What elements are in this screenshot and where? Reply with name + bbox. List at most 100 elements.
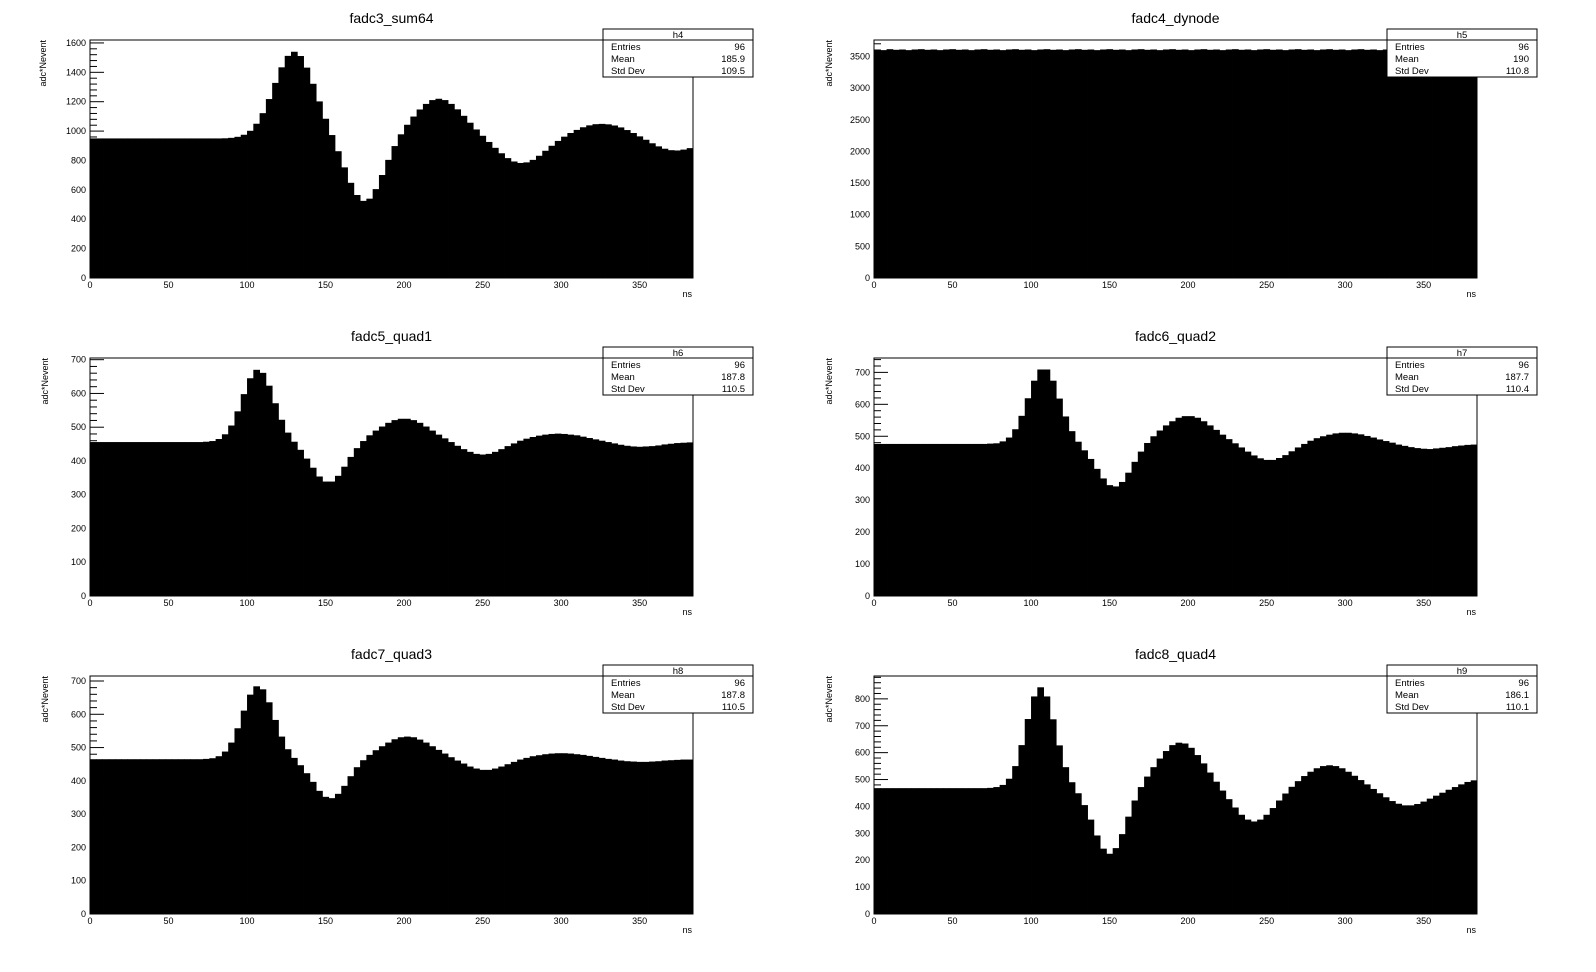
histogram-bin — [949, 49, 957, 278]
histogram-bin — [987, 443, 994, 596]
y-tick-label: 500 — [71, 422, 86, 432]
histogram-bin — [1401, 805, 1409, 914]
histogram-bin — [579, 436, 587, 596]
histogram-bin — [1024, 719, 1032, 914]
histogram-bin — [1194, 49, 1202, 278]
histogram-bin — [429, 430, 436, 596]
histogram-bin — [1175, 417, 1183, 596]
histogram-bin — [165, 442, 173, 596]
y-tick-label: 400 — [71, 214, 86, 224]
histogram-bin — [466, 766, 474, 914]
histogram-bin — [1351, 775, 1359, 914]
histogram-bin — [535, 435, 543, 596]
y-tick-label: 500 — [71, 743, 86, 753]
histogram-bin — [96, 138, 103, 278]
histogram-bin — [905, 50, 913, 279]
histogram-bin — [253, 369, 260, 596]
stats-box-frame — [602, 28, 754, 78]
histogram-bin — [378, 746, 386, 914]
x-tick-label: 250 — [475, 916, 490, 926]
histogram-bin — [303, 773, 311, 914]
stats-stddev-label: Std Dev — [611, 66, 645, 77]
histogram-bin — [661, 444, 669, 596]
histogram-bin — [328, 798, 336, 914]
x-axis-label: ns — [1466, 925, 1476, 935]
histogram-bin — [102, 138, 110, 278]
histogram-bin — [1131, 461, 1139, 596]
histogram-bin — [592, 756, 600, 914]
histogram-bin — [1301, 443, 1308, 596]
stats-entries-label: Entries — [1395, 360, 1425, 371]
histogram-bin — [133, 138, 141, 278]
histogram-bin — [1175, 49, 1183, 278]
histogram-bin — [1395, 444, 1403, 596]
histogram-bin — [1357, 49, 1365, 278]
histogram-bin — [360, 760, 367, 914]
histogram-bin — [1376, 439, 1384, 596]
histogram-bin — [1326, 434, 1333, 596]
histogram-bin — [987, 787, 994, 914]
histogram-bin — [171, 138, 179, 278]
histogram-bin — [1470, 444, 1478, 596]
stats-box: h4 Entries 96 Mean 185.9 Std Dev 109.5 — [602, 28, 754, 78]
y-tick-label: 400 — [855, 801, 870, 811]
histogram-bin — [917, 443, 925, 596]
histogram-bin — [1238, 49, 1245, 278]
histogram-bin — [961, 49, 969, 278]
histogram-bin — [385, 422, 392, 596]
x-tick-label: 200 — [397, 280, 412, 290]
histogram-bin — [1125, 50, 1132, 279]
histogram-bin — [1439, 447, 1446, 596]
histogram-bin — [165, 138, 173, 278]
histogram-bin — [611, 759, 619, 914]
histogram-bin — [265, 385, 273, 596]
histogram-bin — [1232, 49, 1239, 278]
histogram-bin — [1257, 458, 1264, 596]
histogram-bin — [1125, 816, 1132, 914]
histogram-bin — [404, 418, 411, 596]
stats-box: h9 Entries 96 Mean 186.1 Std Dev 110.1 — [1386, 664, 1538, 714]
histogram-bin — [404, 124, 411, 278]
stats-entries-label: Entries — [611, 678, 641, 689]
histogram-bin — [140, 442, 147, 596]
histogram-bin — [1031, 50, 1038, 279]
stats-box-frame — [602, 346, 754, 396]
histogram-bin — [554, 140, 562, 278]
histogram-bin — [448, 442, 455, 596]
histogram-pad-3: fadc5_quad1 0 50 100 150 200 250 300 350 0 100 200 3… — [40, 328, 754, 617]
histogram-bin — [892, 49, 900, 278]
histogram-bin — [127, 442, 135, 596]
stats-mean-label: Mean — [611, 372, 635, 383]
y-tick-label: 300 — [855, 495, 870, 505]
histogram-bin — [1389, 442, 1396, 596]
histogram-bin — [874, 788, 881, 914]
histogram-bin — [234, 136, 242, 278]
histogram-bin — [448, 757, 455, 914]
histogram-bin — [454, 760, 461, 914]
histogram-bin — [353, 448, 361, 596]
y-tick-label: 1000 — [66, 126, 86, 136]
histogram-bin — [1257, 819, 1264, 914]
histogram-bin — [1018, 415, 1026, 596]
histogram-bin — [466, 122, 474, 279]
y-tick-label: 600 — [855, 748, 870, 758]
histogram-bin — [1370, 437, 1377, 596]
x-tick-label: 300 — [1338, 280, 1353, 290]
histogram-bin — [498, 449, 505, 596]
histogram-bin — [1464, 444, 1472, 596]
y-tick-label: 100 — [71, 876, 86, 886]
histogram-bin — [993, 49, 1001, 278]
histogram-bin — [265, 99, 273, 278]
histogram-bin — [567, 434, 575, 596]
histogram-bin — [410, 737, 418, 914]
histogram-bin — [391, 739, 399, 914]
x-tick-label: 50 — [948, 916, 958, 926]
histogram-bin — [1075, 793, 1082, 914]
x-tick-label: 150 — [1102, 916, 1117, 926]
x-tick-label: 200 — [1181, 598, 1196, 608]
histogram-bin — [517, 162, 524, 278]
histogram-bin — [1062, 767, 1070, 914]
histogram-bin — [930, 49, 938, 278]
histogram-bin — [874, 443, 881, 596]
histogram-bin — [366, 754, 374, 914]
